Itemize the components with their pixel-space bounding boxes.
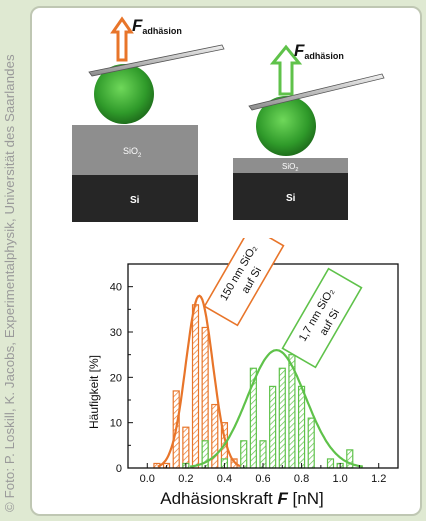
histogram-bar: [191, 304, 200, 469]
histogram-bar: [269, 385, 277, 469]
left-force-label: Fadhäsion: [132, 16, 182, 36]
figure-panel: SiO2 Si Fadhäsion SiO2 Si: [30, 6, 422, 516]
right-force-arrow: [269, 44, 303, 96]
right-oxide-layer: [233, 158, 348, 173]
y-tick-label: 40: [110, 282, 122, 294]
green-annotation: 1,7 nm SiO₂ auf Si: [281, 267, 363, 369]
fit-curve: [157, 294, 241, 468]
right-oxide-label: SiO2: [282, 162, 298, 173]
left-oxide-label: SiO2: [123, 146, 142, 159]
histogram-bar: [182, 426, 190, 469]
histogram-bar: [278, 367, 286, 469]
histogram-bar: [240, 440, 248, 469]
left-oxide-layer: [72, 125, 198, 175]
left-si-label: Si: [130, 195, 140, 206]
left-scene: SiO2 Si Fadhäsion: [72, 16, 225, 222]
left-cantilever: [88, 44, 225, 77]
left-si-substrate: [72, 175, 198, 222]
histogram-bar: [346, 449, 354, 469]
right-si-label: Si: [286, 193, 296, 204]
left-particle: [94, 64, 154, 124]
y-axis-label: Häufigkeit [%]: [87, 355, 101, 429]
right-cantilever: [248, 73, 385, 111]
histogram-bar: [297, 385, 306, 469]
photo-credit: © Foto: P. Loskill, K. Jacobs, Experimen…: [2, 54, 17, 512]
adhesion-histogram: 0.0 0.2 0.4 0.6 0.8 1.0 1.2 0 10 20 30 40 Häufigkei…: [87, 238, 399, 508]
histogram-bar: [326, 458, 335, 469]
y-tick-label: 30: [110, 327, 122, 339]
orange-annotation: 150 nm SiO₂ auf Si: [203, 238, 285, 327]
histogram-bar: [307, 417, 315, 469]
x-tick-label: 0.6: [255, 473, 270, 485]
right-particle: [256, 96, 316, 156]
y-tick-label: 20: [110, 372, 122, 384]
y-tick-label: 10: [110, 418, 122, 430]
x-tick-label: 1.2: [371, 473, 386, 485]
fit-curve: [189, 348, 364, 468]
x-tick-label: 1.0: [332, 473, 347, 485]
x-tick-label: 0.8: [294, 473, 309, 485]
left-force-arrow: [110, 16, 134, 62]
x-axis-label: Adhäsionskraft F [nN]: [160, 489, 323, 508]
y-tick-label: 0: [116, 463, 122, 475]
right-force-label: Fadhäsion: [294, 41, 344, 61]
x-tick-label: 0.2: [178, 473, 193, 485]
x-tick-label: 0.4: [217, 473, 232, 485]
right-si-substrate: [233, 173, 348, 220]
x-tick-label: 0.0: [140, 473, 155, 485]
right-scene: SiO2 Si Fadhäsion: [233, 41, 385, 220]
adhesion-illustration: SiO2 Si Fadhäsion SiO2 Si: [72, 16, 385, 222]
